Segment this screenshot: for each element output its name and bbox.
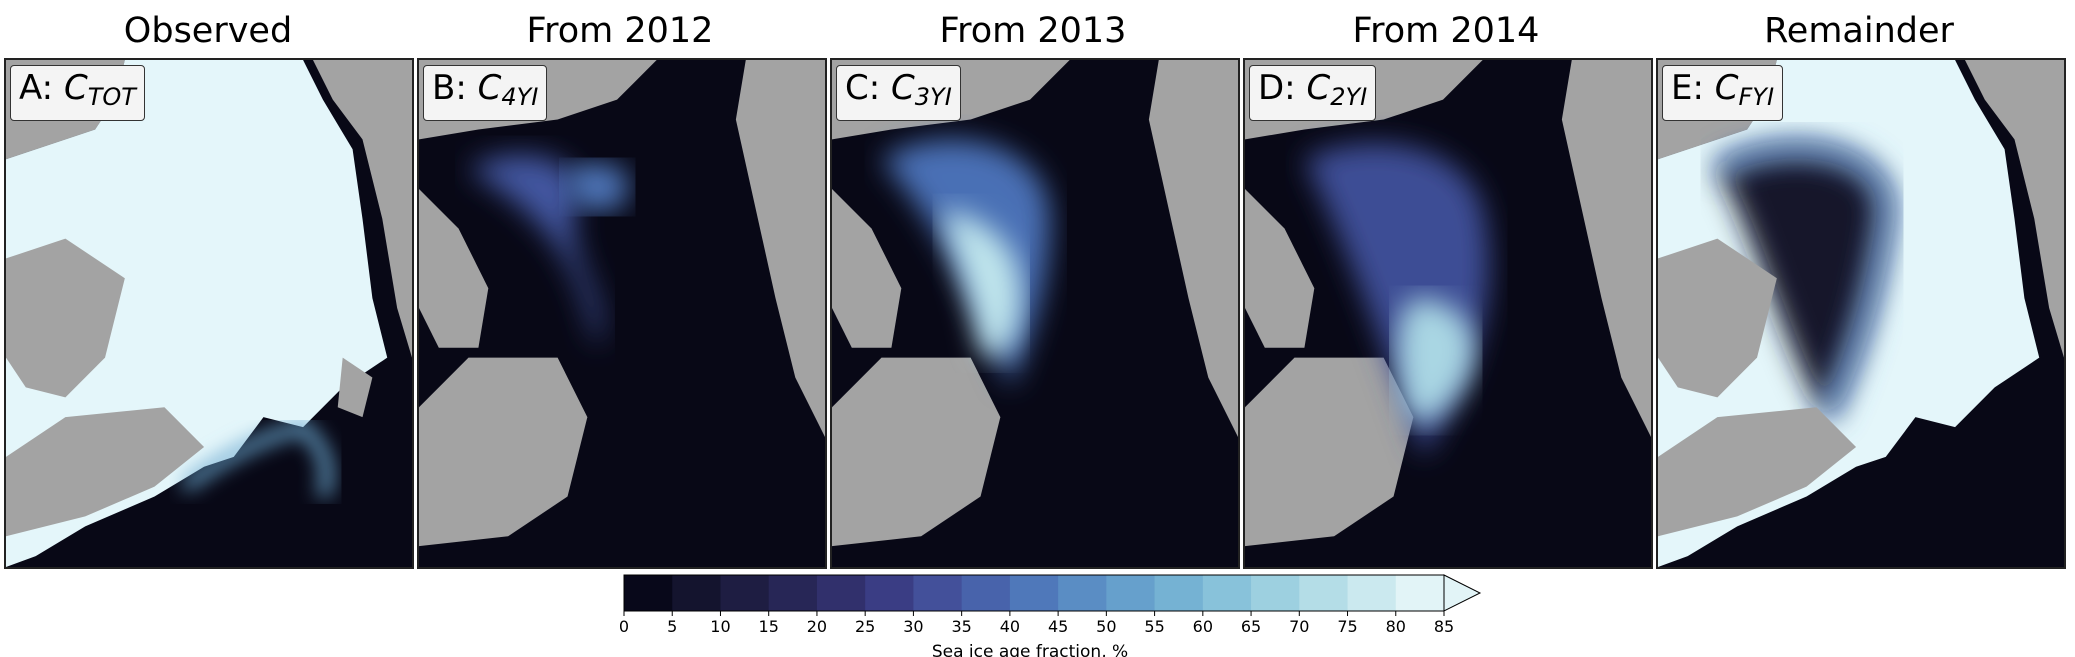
- colorbar-swatch: [1154, 575, 1204, 611]
- colorbar-swatch: [720, 575, 770, 611]
- colorbar-tick-label: 30: [903, 617, 923, 636]
- colorbar-swatch: [1251, 575, 1300, 611]
- map-ice-transition: [1712, 140, 1896, 422]
- map-observed: [6, 60, 412, 567]
- map-ice-3yi-core: [940, 208, 1022, 358]
- colorbar-tick-label: 5: [667, 617, 677, 636]
- map-land-canada: [1245, 188, 1315, 348]
- colorbar-tick-label: 10: [710, 617, 730, 636]
- map-land-canada: [1658, 238, 1777, 398]
- colorbar-tick-label: 80: [1386, 617, 1406, 636]
- map-land-canada: [6, 238, 125, 398]
- panel-label-b: B: C4YI: [423, 65, 548, 121]
- colorbar-label: Sea ice age fraction, %: [932, 642, 1128, 657]
- map-land-canada: [832, 188, 902, 348]
- map-fyi: [1658, 60, 2064, 567]
- colorbar-tick-label: 85: [1434, 617, 1454, 636]
- colorbar-tick-label: 50: [1096, 617, 1116, 636]
- colorbar-tick-label: 45: [1048, 617, 1068, 636]
- panel-title-remainder: Remainder: [1764, 11, 1954, 51]
- map-ice-4yi-patch: [565, 162, 629, 212]
- map-land-right: [1561, 60, 1651, 438]
- colorbar-tick-label: 55: [1144, 617, 1164, 636]
- colorbar-ticks: 0 5 10 15 20 25 30 35 40 45 50 55 60 65 70 75 80 85: [620, 611, 1454, 636]
- map-4yi: [419, 60, 825, 567]
- panel-label-c: C: C3YI: [836, 65, 961, 121]
- map-land-greenland: [832, 357, 1001, 547]
- colorbar-swatch: [1299, 575, 1349, 611]
- map-panel-2yi: D: C2YI: [1243, 58, 1653, 569]
- map-land-greenland: [419, 357, 588, 547]
- map-3yi: [832, 60, 1238, 567]
- panel-label-a: A: CTOT: [10, 65, 145, 121]
- map-panel-3yi: C: C3YI: [830, 58, 1240, 569]
- colorbar-swatch: [1395, 575, 1445, 611]
- panel-label-d: D: C2YI: [1249, 65, 1377, 121]
- colorbar-swatch: [865, 575, 915, 611]
- colorbar-swatch: [1058, 575, 1107, 611]
- map-land-right: [1148, 60, 1238, 438]
- colorbar-swatches: [623, 574, 1482, 612]
- panel-title-observed: Observed: [123, 11, 293, 51]
- map-land-canada: [419, 188, 489, 348]
- colorbar-swatch: [816, 575, 866, 611]
- colorbar-tick-label: 20: [807, 617, 827, 636]
- colorbar-swatch: [768, 575, 818, 611]
- map-land-greenland: [6, 407, 205, 537]
- colorbar-outline: [623, 574, 1445, 612]
- map-land-greenland: [1658, 407, 1857, 537]
- colorbar-tick-label: 35: [951, 617, 971, 636]
- panel-title-2014: From 2014: [1352, 11, 1540, 51]
- colorbar: 0 5 10 15 20 25 30 35 40 45 50 55 60 65 70 75 80 85 Sea i…: [620, 574, 1482, 657]
- colorbar-swatch: [1009, 575, 1059, 611]
- panel-title-2012: From 2012: [526, 11, 714, 51]
- colorbar-swatch: [624, 575, 673, 611]
- map-land-right: [735, 60, 825, 438]
- map-ice-4yi: [468, 154, 602, 348]
- panel-label-e: E: CFYI: [1662, 65, 1784, 121]
- colorbar-tick-label: 75: [1337, 617, 1357, 636]
- map-land-greenland: [1245, 357, 1414, 547]
- map-ice-2yi-core: [1396, 298, 1475, 423]
- colorbar-tick-label: 65: [1241, 617, 1261, 636]
- colorbar-swatch: [1347, 575, 1397, 611]
- colorbar-tick-label: 15: [759, 617, 779, 636]
- colorbar-swatch: [961, 575, 1011, 611]
- colorbar-tick-label: 40: [1000, 617, 1020, 636]
- colorbar-swatch: [672, 575, 722, 611]
- map-panel-fyi: E: CFYI: [1656, 58, 2066, 569]
- map-ice-edge: [180, 420, 333, 499]
- colorbar-swatch: [1202, 575, 1252, 611]
- colorbar-tick-label: 0: [620, 617, 629, 636]
- map-land-svalbard: [337, 357, 373, 418]
- map-panel-observed: A: CTOT: [4, 58, 414, 569]
- panel-title-2013: From 2013: [939, 11, 1127, 51]
- map-multiyear-hole: [1717, 148, 1887, 418]
- colorbar-swatch: [913, 575, 963, 611]
- colorbar-tick-label: 25: [855, 617, 875, 636]
- colorbar-tick-label: 60: [1193, 617, 1213, 636]
- colorbar-extend-arrow: [1443, 574, 1482, 612]
- colorbar-swatch: [1106, 575, 1156, 611]
- colorbar-tick-label: 70: [1289, 617, 1309, 636]
- map-panel-4yi: B: C4YI: [417, 58, 827, 569]
- map-2yi: [1245, 60, 1651, 567]
